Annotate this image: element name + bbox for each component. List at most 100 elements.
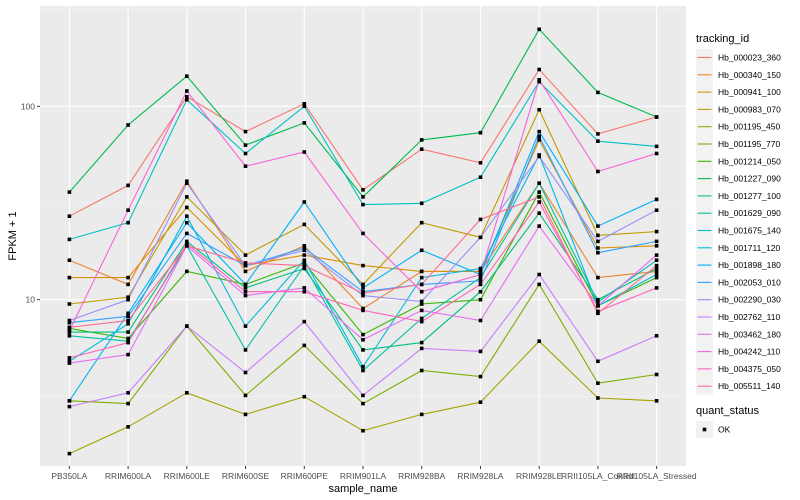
data-point [654,229,659,234]
data-point [67,258,72,262]
x-tick-label: RRIM600PE [281,471,329,481]
data-point [243,348,248,352]
data-point [537,78,541,82]
data-point [185,324,189,328]
data-point [185,231,189,236]
data-point [654,372,659,377]
legend-label: Hb_005511_140 [718,381,781,391]
data-point [67,451,72,456]
x-tick-label: RRIM901LA [340,471,387,481]
data-point [596,246,600,250]
data-point [537,190,541,194]
data-point [67,399,72,403]
data-point [126,183,130,188]
data-point [243,129,248,134]
legend-label: Hb_001214_050 [718,156,781,166]
data-point [419,368,424,373]
data-point [596,250,600,255]
data-point [361,188,365,192]
legend-label: Hb_000941_100 [718,87,781,97]
data-point [419,201,424,206]
data-point [302,261,307,265]
data-point [243,151,248,156]
data-point [361,306,365,311]
data-point [67,334,72,338]
legend-label: Hb_001195_450 [718,122,781,132]
data-point [478,289,483,294]
x-tick-label: RRII105LA_Stressed [617,471,697,481]
x-axis-title: sample_name [328,483,397,495]
data-point [478,349,483,354]
data-point [537,79,541,84]
data-point [361,291,365,295]
legend-label: Hb_001629_090 [718,208,781,218]
data-point [596,311,600,316]
data-point [126,330,130,334]
legend-label: Hb_001277_100 [718,191,781,201]
data-point [67,325,72,330]
data-point [185,244,189,248]
data-point [419,302,424,306]
data-point [361,393,365,398]
data-point [243,324,248,328]
data-point [478,318,483,323]
data-point [243,269,248,274]
data-point [654,399,659,403]
x-tick-label: RRIM600LA [105,471,152,481]
data-point [478,374,483,379]
data-point [596,381,600,385]
data-point [654,208,659,212]
data-point [361,286,365,290]
data-point [185,195,189,199]
data-point [126,282,130,287]
data-point [596,304,600,308]
data-point [302,104,307,109]
data-point [302,286,307,290]
legend-label: Hb_002290_030 [718,295,781,305]
data-point [302,394,307,399]
legend-label: Hb_001675_140 [718,226,781,236]
data-point [537,211,541,215]
data-point [478,297,483,302]
data-point [185,74,189,78]
data-point [126,318,130,323]
data-point [654,253,659,257]
x-tick-label: PB350LA [51,471,87,481]
data-point [243,261,248,265]
data-point [361,293,365,298]
data-point [478,269,483,274]
x-tick-label: RRIM928LA [457,471,504,481]
data-point [361,263,365,268]
data-point [537,282,541,287]
data-point [478,161,483,165]
data-point [654,266,659,271]
data-point [419,340,424,345]
data-point [185,179,189,183]
legend-label: Hb_001195_770 [718,139,781,149]
data-point [596,275,600,280]
data-point [419,346,424,351]
data-point [126,208,130,212]
data-point [361,401,365,406]
data-point [302,248,307,253]
data-point [361,231,365,236]
legend-label: Hb_004242_110 [718,347,781,357]
data-point [537,107,541,112]
x-tick-label: RRIM600SE [222,471,270,481]
data-point [596,239,600,244]
data-point [419,220,424,225]
data-point [67,361,72,365]
data-point [478,217,483,222]
legend-label: Hb_002053_010 [718,277,781,287]
data-point [419,412,424,417]
y-axis-title: FPKM + 1 [7,211,19,260]
data-point [596,169,600,174]
data-point [419,138,424,142]
data-point [478,282,483,287]
data-point [243,289,248,294]
y-tick-label: 100 [21,101,35,111]
data-point [537,200,541,204]
data-point [185,181,189,185]
data-point [126,275,130,280]
data-point [361,202,365,207]
